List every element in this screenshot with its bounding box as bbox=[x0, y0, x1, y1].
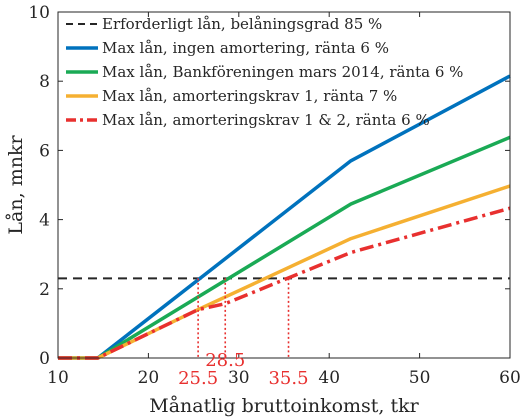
legend-label-0: Erforderligt lån, belåningsgrad 85 % bbox=[102, 15, 382, 33]
y-tick-label: 6 bbox=[39, 141, 50, 161]
y-tick-label: 2 bbox=[39, 280, 50, 300]
annotation-label-1: 28.5 bbox=[205, 350, 245, 371]
y-axis-ticks: 0 2 4 6 8 10 bbox=[28, 3, 510, 369]
series-line-2 bbox=[58, 135, 511, 360]
x-axis-ticks: 10 20 30 40 50 60 bbox=[47, 12, 520, 388]
annotation-labels: 25.528.5 35.5 bbox=[178, 350, 308, 389]
legend-label-3: Max lån, amorteringskrav 1, ränta 7 % bbox=[102, 87, 397, 105]
annotation-label-0: 25.5 bbox=[178, 368, 218, 389]
y-tick-label: 4 bbox=[39, 211, 50, 231]
x-tick-label: 40 bbox=[318, 368, 340, 388]
x-tick-label: 50 bbox=[409, 368, 431, 388]
x-tick-label: 10 bbox=[47, 368, 69, 388]
y-tick-label: 10 bbox=[28, 3, 50, 23]
plot-frame bbox=[57, 11, 511, 359]
annotation-label-2: 35.5 bbox=[268, 368, 308, 389]
y-axis-label: Lån, mnkr bbox=[5, 135, 27, 235]
legend-label-2: Max lån, Bankföreningen mars 2014, ränta… bbox=[102, 63, 463, 81]
x-tick-label: 20 bbox=[138, 368, 160, 388]
y-tick-label: 0 bbox=[39, 349, 50, 369]
x-tick-label: 60 bbox=[499, 368, 520, 388]
legend: Erforderligt lån, belåningsgrad 85 % Max … bbox=[66, 15, 463, 129]
x-axis-label: Månatlig bruttoinkomst, tkr bbox=[149, 395, 419, 417]
legend-label-1: Max lån, ingen amortering, ränta 6 % bbox=[102, 39, 389, 57]
y-tick-label: 8 bbox=[39, 72, 50, 92]
legend-label-4: Max lån, amorteringskrav 1 & 2, ränta 6 … bbox=[102, 111, 430, 129]
x-tick-label: 30 bbox=[228, 368, 250, 388]
